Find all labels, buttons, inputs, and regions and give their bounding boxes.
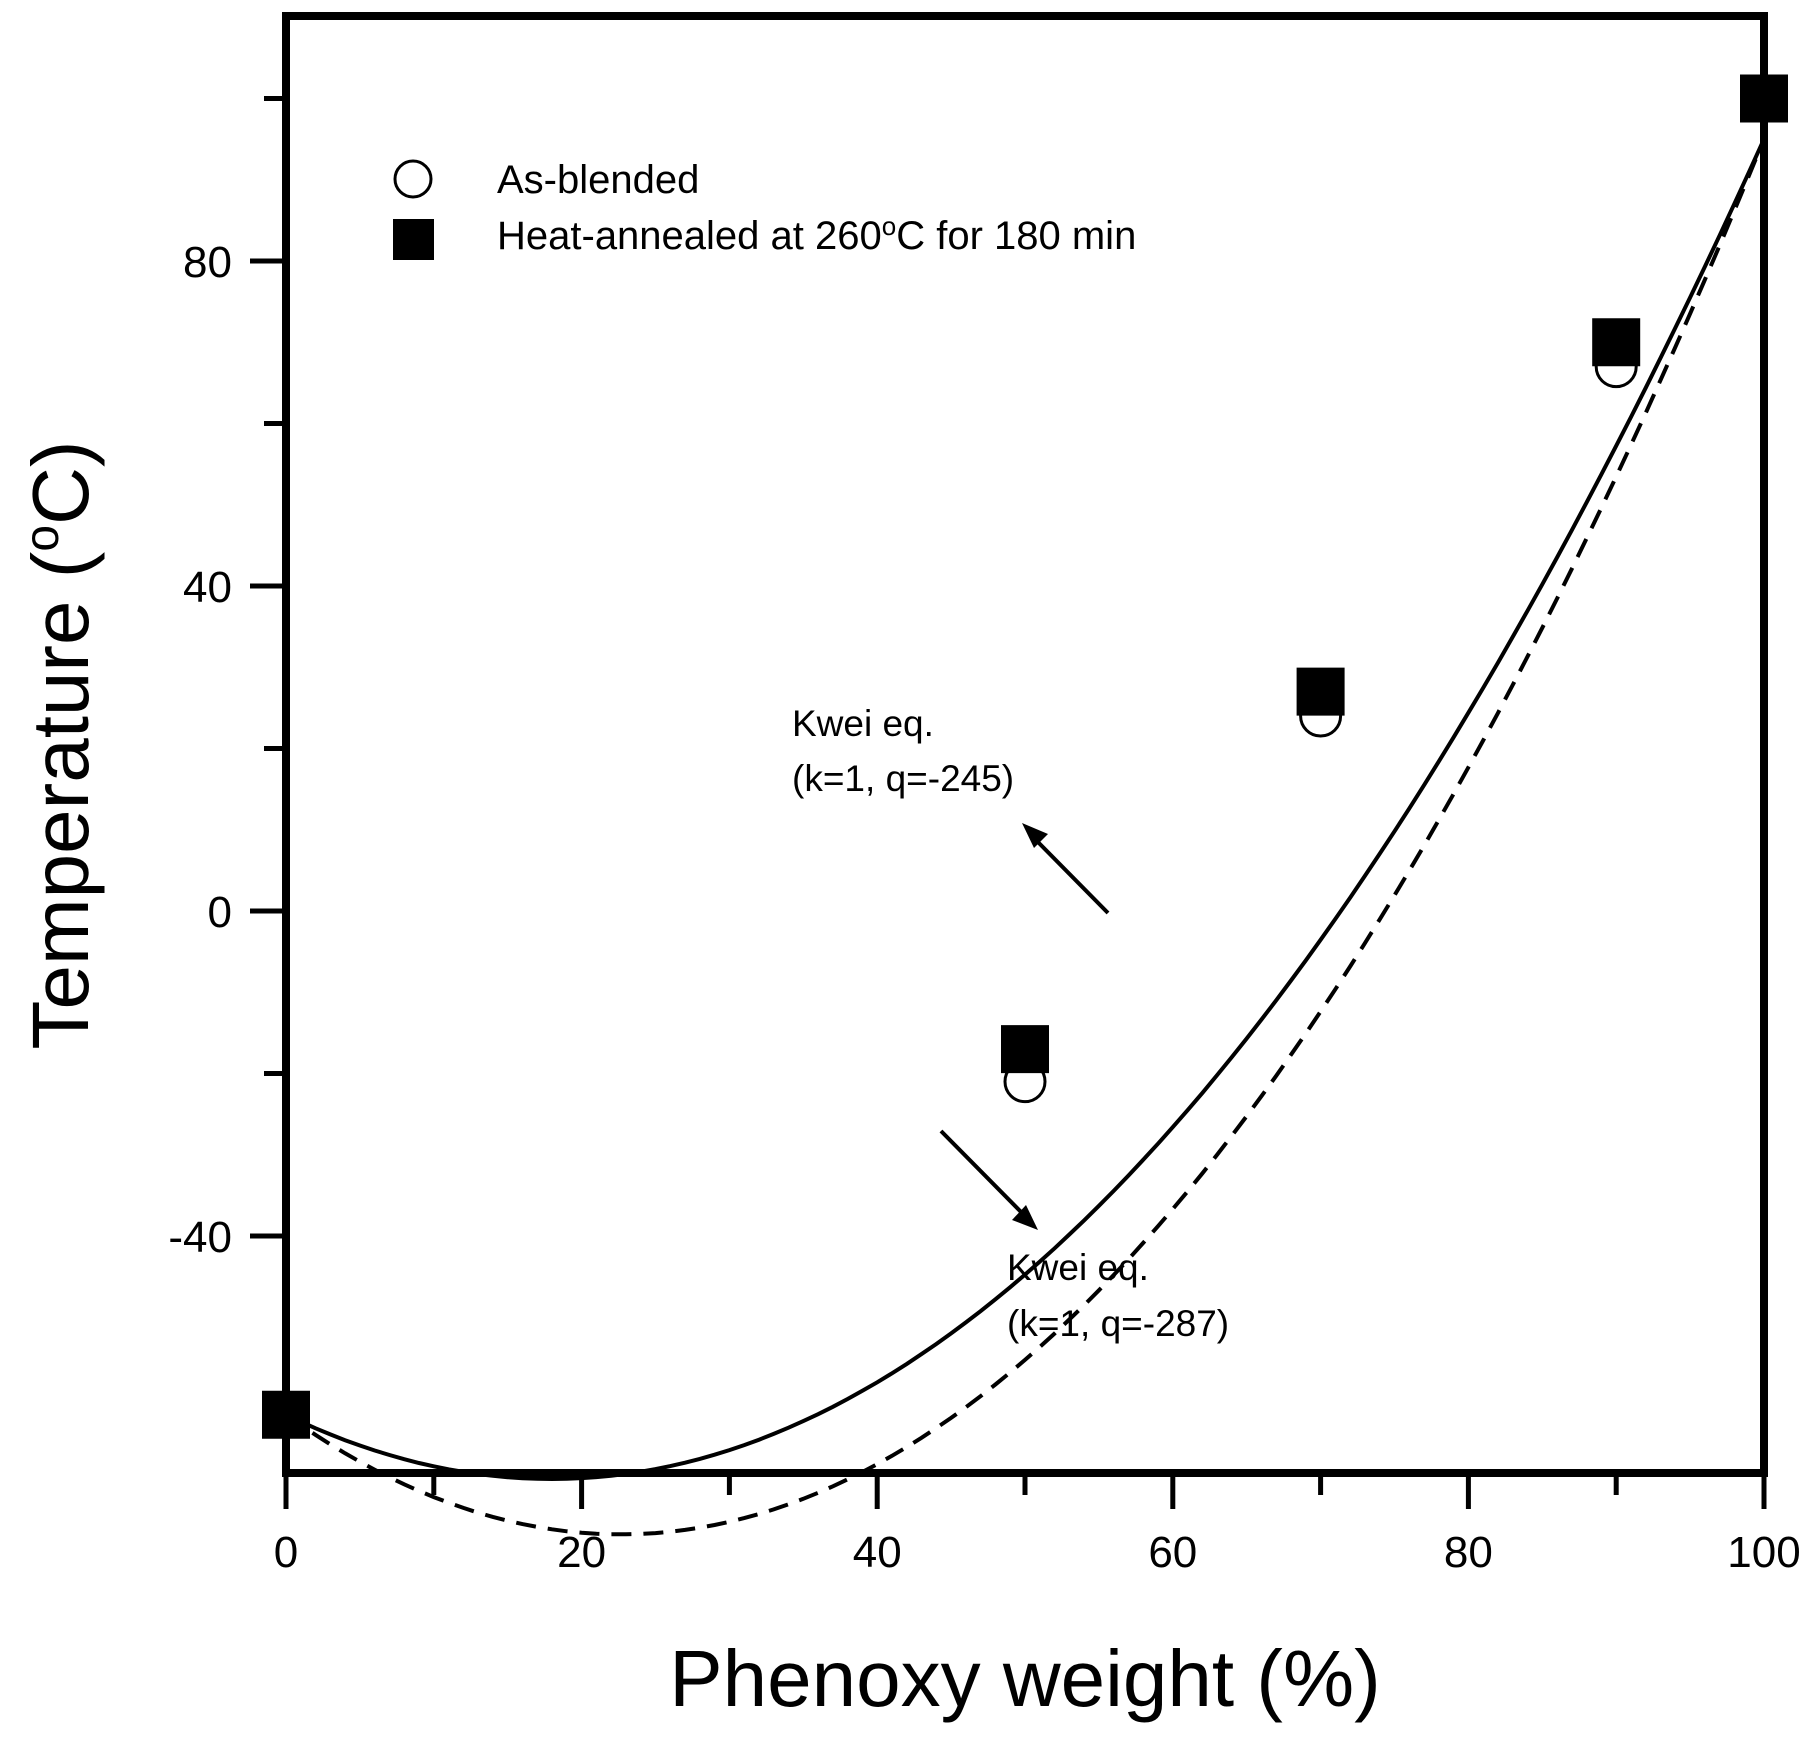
y-axis-title: Temperature (oC) xyxy=(16,440,105,1049)
legend: As-blended Heat-annealed at 260oC for 18… xyxy=(393,158,1136,260)
x-tick-labels: 0 20 40 60 80 100 xyxy=(274,1528,1801,1577)
kwei-fit-dashed-line xyxy=(284,138,1766,1537)
annotation-solid-arrow-line xyxy=(1030,834,1110,915)
annotation-dashed-fit: Kwei eq. (k=1, q=-287) xyxy=(939,1129,1229,1344)
heat-annealed-point xyxy=(1296,667,1345,716)
y-axis-title-main: Temperature ( xyxy=(16,551,105,1049)
x-tick-label: 80 xyxy=(1444,1528,1493,1577)
y-tick-label: 80 xyxy=(183,238,232,287)
x-tick-label: 20 xyxy=(557,1528,606,1577)
x-tick-label: 40 xyxy=(853,1528,902,1577)
x-tick-label: 60 xyxy=(1148,1528,1197,1577)
data-markers xyxy=(262,74,1788,1439)
heat-annealed-point xyxy=(262,1390,310,1439)
x-axis-title: Phenoxy weight (%) xyxy=(669,1634,1380,1723)
annotation-dashed-arrow-line xyxy=(939,1129,1028,1219)
y-tick-label: 0 xyxy=(208,888,232,937)
legend-filled-square-icon xyxy=(393,219,434,260)
y-tick-label: -40 xyxy=(168,1213,232,1262)
y-tick-label: 40 xyxy=(183,563,232,612)
kwei-fit-solid-line xyxy=(285,138,1766,1482)
legend-label-heat-annealed-prefix: Heat-annealed at 260 xyxy=(497,214,882,258)
y-tick-labels: -40 0 40 80 xyxy=(168,238,232,1262)
heat-annealed-point xyxy=(1592,318,1641,367)
y-axis-title-end: C) xyxy=(16,440,105,524)
legend-open-circle-icon xyxy=(393,159,433,199)
annotation-dashed-line2: (k=1, q=-287) xyxy=(1007,1303,1229,1344)
heat-annealed-point xyxy=(1740,74,1788,123)
heat-annealed-point xyxy=(1001,1025,1049,1074)
x-tick-label: 100 xyxy=(1727,1528,1800,1577)
annotation-dashed-line1: Kwei eq. xyxy=(1007,1247,1149,1288)
legend-label-heat-annealed-sup: o xyxy=(882,211,896,241)
legend-label-heat-annealed-suffix: C for 180 min xyxy=(896,214,1136,258)
annotation-solid-line1: Kwei eq. xyxy=(792,703,934,744)
annotation-solid-line2: (k=1, q=-245) xyxy=(792,758,1014,799)
y-axis-title-sup: o xyxy=(16,525,69,552)
x-tick-label: 0 xyxy=(274,1528,298,1577)
legend-label-as-blended: As-blended xyxy=(497,158,699,202)
legend-label-heat-annealed: Heat-annealed at 260oC for 180 min xyxy=(497,211,1136,258)
annotation-dashed-arrowhead-icon xyxy=(1012,1205,1038,1230)
axis-ticks xyxy=(250,96,1767,1509)
annotation-solid-arrowhead-icon xyxy=(1022,823,1048,848)
annotation-solid-fit: Kwei eq. (k=1, q=-245) xyxy=(792,703,1110,915)
